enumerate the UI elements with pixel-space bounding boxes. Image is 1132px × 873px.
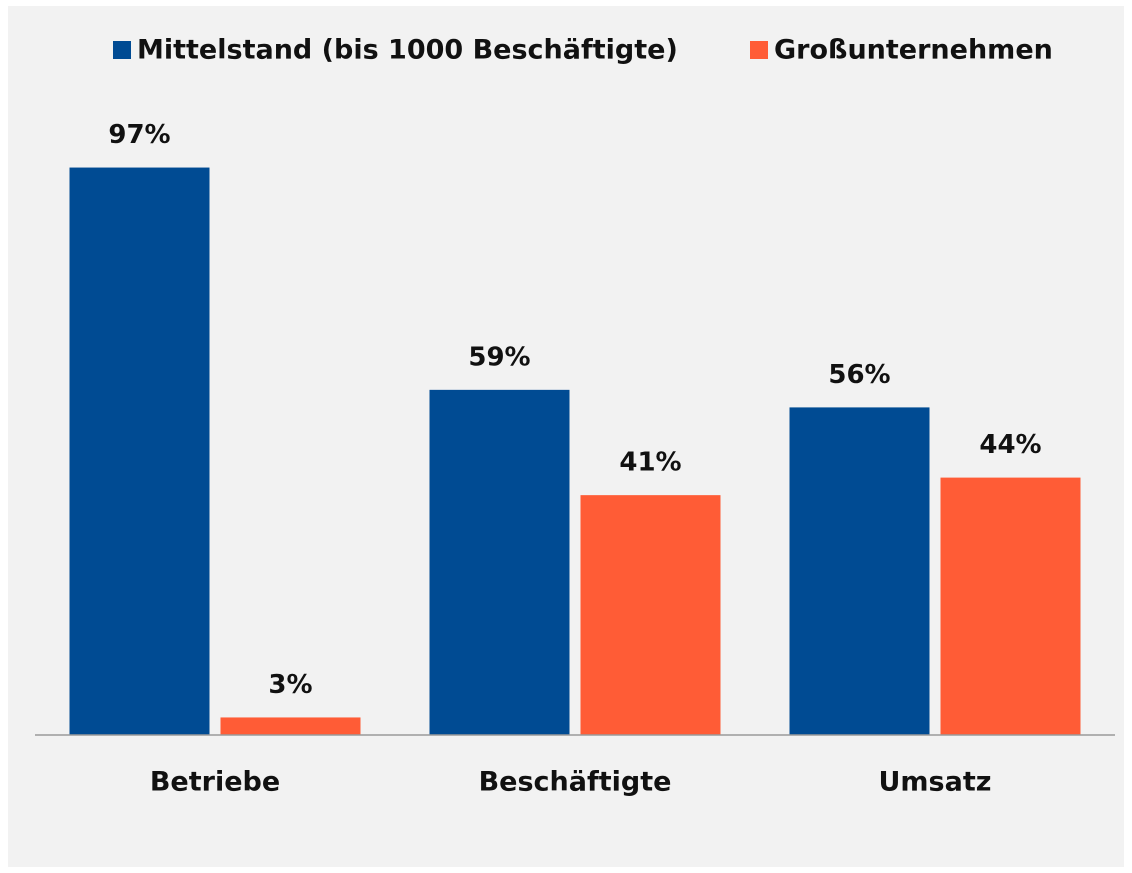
- bar: [429, 389, 570, 735]
- bar: [580, 495, 721, 735]
- legend-label: Großunternehmen: [774, 35, 1053, 66]
- value-label: 59%: [468, 342, 530, 372]
- bar: [220, 717, 361, 735]
- value-label: 44%: [979, 430, 1041, 460]
- value-label: 3%: [268, 670, 312, 700]
- value-label: 56%: [828, 360, 890, 390]
- value-label: 97%: [108, 120, 170, 150]
- legend-swatch: [750, 41, 768, 59]
- legend-swatch: [113, 41, 131, 59]
- bar: [940, 477, 1081, 735]
- legend-label: Mittelstand (bis 1000 Beschäftigte): [137, 35, 678, 66]
- value-label: 41%: [619, 448, 681, 478]
- x-tick-label: Umsatz: [879, 767, 992, 798]
- x-tick-label: Betriebe: [150, 767, 280, 798]
- bar: [69, 167, 210, 736]
- bar: [789, 407, 930, 735]
- x-tick-label: Beschäftigte: [479, 767, 672, 798]
